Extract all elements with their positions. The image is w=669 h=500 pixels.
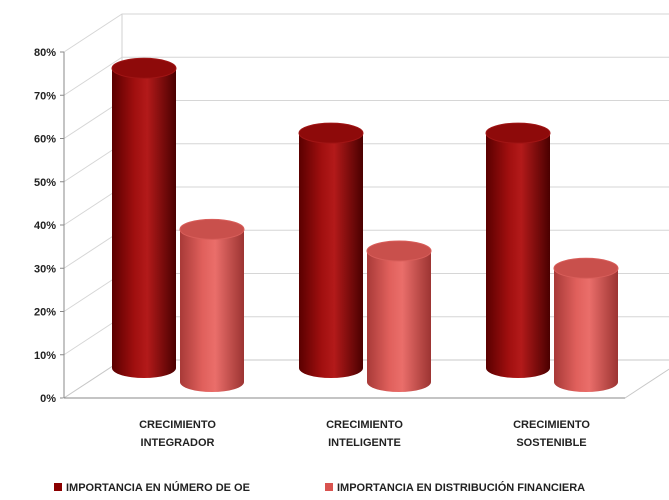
y-tick-label: 10% [34,350,56,362]
bar-body [554,268,618,392]
bar-body [299,133,363,378]
gridline [63,13,669,53]
category-labels: CRECIMIENTO INTEGRADOR CRECIMIENTO INTELIGE… [139,419,590,449]
y-tick-label: 60% [34,134,56,146]
bar [553,257,619,392]
bar-cap [179,218,245,240]
bar-cap [553,257,619,279]
y-tick-label: 80% [34,47,56,59]
legend-swatch [325,483,333,491]
gridline [63,56,669,96]
bar [298,122,364,378]
y-tick-label: 50% [34,177,56,189]
legend-label: IMPORTANCIA EN DISTRIBUCIÓN FINANCIERA [337,481,585,494]
bar-body [486,133,550,378]
bar-body [180,229,244,392]
bars [111,57,619,392]
legend-swatch [54,483,62,491]
bar-cap [111,57,177,79]
x-category-label: CRECIMIENTO SOSTENIBLE [513,419,590,449]
x-category-label: CRECIMIENTO INTELIGENTE [326,419,403,449]
bar [179,218,245,392]
y-tick-label: 20% [34,307,56,319]
legend-label: IMPORTANCIA EN NÚMERO DE OE [66,481,250,494]
legend-item: IMPORTANCIA EN NÚMERO DE OE [54,481,250,494]
y-tick-labels: 0% 10% 20% 30% 40% 50% 60% 70% 80% [34,47,56,405]
bar-cap [485,122,551,144]
x-category-label: CRECIMIENTO INTEGRADOR [139,419,216,449]
bar [366,240,432,392]
legend-item: IMPORTANCIA EN DISTRIBUCIÓN FINANCIERA [325,481,585,494]
bar-cap [366,240,432,262]
y-tick-label: 70% [34,90,56,102]
y-tick-label: 0% [40,393,56,405]
legend: IMPORTANCIA EN NÚMERO DE OE IMPORTANCIA E… [54,481,585,494]
y-tick-label: 30% [34,263,56,275]
y-tick-label: 40% [34,220,56,232]
bar [485,122,551,378]
bar-body [112,68,176,379]
bar [111,57,177,379]
bar-cap [298,122,364,144]
bar-body [367,250,431,392]
